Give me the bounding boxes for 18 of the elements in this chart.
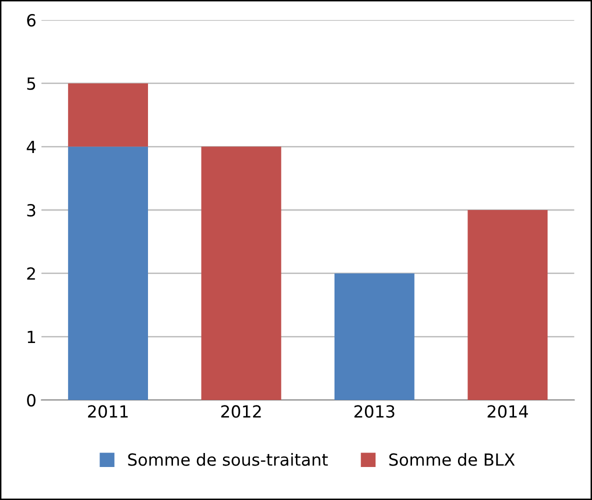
bar bbox=[334, 273, 414, 400]
legend-label: Somme de sous-traitant bbox=[128, 453, 328, 466]
y-tick-label: 4 bbox=[26, 140, 36, 153]
bar bbox=[468, 210, 548, 400]
y-tick-label: 6 bbox=[27, 14, 36, 27]
x-tick-label: 2014 bbox=[488, 405, 528, 418]
x-tick-label: 2013 bbox=[354, 405, 394, 418]
y-tick-label: 5 bbox=[27, 78, 36, 90]
y-tick-label: 0 bbox=[27, 394, 36, 407]
x-tick-label: 2011 bbox=[88, 405, 128, 418]
y-tick-label: 1 bbox=[28, 330, 36, 343]
bar bbox=[68, 146, 148, 400]
bar bbox=[201, 146, 282, 400]
y-tick-label: 3 bbox=[27, 204, 36, 217]
x-tick-label: 2012 bbox=[221, 405, 261, 418]
bar bbox=[68, 83, 148, 147]
y-tick-label: 2 bbox=[27, 267, 35, 280]
legend-label: Somme de BLX bbox=[389, 453, 515, 466]
